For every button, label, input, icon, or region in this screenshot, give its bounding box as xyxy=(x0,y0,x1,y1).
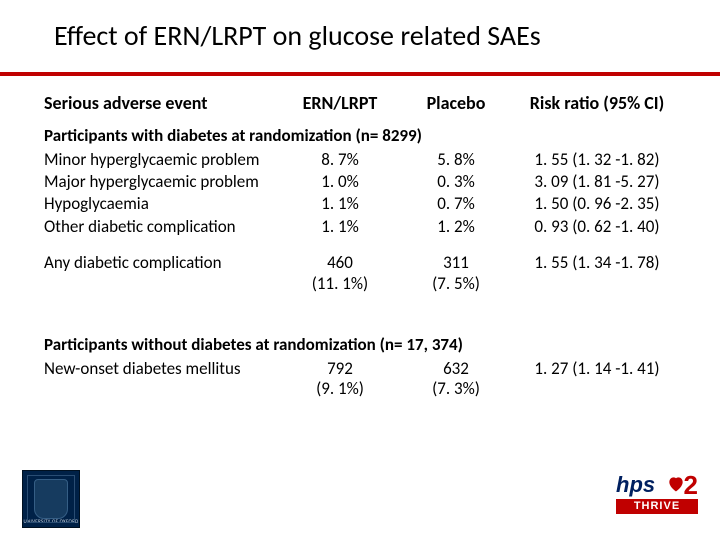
table-row: Minor hyperglycaemic problem 8. 7% 5. 8%… xyxy=(44,150,676,170)
summary-placebo-pct: (7. 5%) xyxy=(432,274,480,294)
thrive-logo: hps 2 THRIVE xyxy=(616,472,698,528)
col-header-placebo: Placebo xyxy=(406,93,506,115)
table-header-row: Serious adverse event ERN/LRPT Placebo R… xyxy=(44,93,676,115)
row-label: Other diabetic complication xyxy=(44,217,274,237)
summary-row: Any diabetic complication 460 (11. 1%) 3… xyxy=(44,253,676,294)
col-header-event: Serious adverse event xyxy=(44,93,274,115)
summary-placebo: 311 (7. 5%) xyxy=(406,253,506,294)
col-header-ern: ERN/LRPT xyxy=(290,93,390,115)
slide-title: Effect of ERN/LRPT on glucose related SA… xyxy=(54,18,676,53)
row-ern-pct: (9. 1%) xyxy=(316,379,364,399)
summary-placebo-n: 311 xyxy=(443,253,469,273)
thrive-two-text: 2 xyxy=(684,470,698,501)
row-label: Minor hyperglycaemic problem xyxy=(44,150,274,170)
col-header-rr: Risk ratio (95% CI) xyxy=(522,93,672,115)
summary-ern: 460 (11. 1%) xyxy=(290,253,390,294)
spacer xyxy=(44,239,676,253)
oxford-logo-text: UNIVERSITY OF OXFORD xyxy=(23,519,79,525)
row-label: Major hyperglycaemic problem xyxy=(44,172,274,192)
table-row: Major hyperglycaemic problem 1. 0% 0. 3%… xyxy=(44,172,676,192)
oxford-crest-icon xyxy=(34,479,68,519)
row-ern: 8. 7% xyxy=(290,150,390,170)
table-row: New-onset diabetes mellitus 792 (9. 1%) … xyxy=(44,359,676,400)
row-label: New-onset diabetes mellitus xyxy=(44,359,274,400)
summary-label: Any diabetic complication xyxy=(44,253,274,294)
row-rr: 1. 55 (1. 32 -1. 82) xyxy=(522,150,672,170)
row-placebo-pct: (7. 3%) xyxy=(432,379,480,399)
row-placebo-stack: 632 (7. 3%) xyxy=(406,359,506,400)
section2-title: Participants without diabetes at randomi… xyxy=(44,334,676,355)
row-ern: 1. 0% xyxy=(290,172,390,192)
row-ern: 1. 1% xyxy=(290,217,390,237)
row-placebo: 5. 8% xyxy=(406,150,506,170)
slide: Effect of ERN/LRPT on glucose related SA… xyxy=(0,0,720,540)
summary-ern-n: 460 xyxy=(327,253,353,273)
row-ern-n: 792 xyxy=(327,359,353,379)
section1-title: Participants with diabetes at randomizat… xyxy=(44,125,676,146)
divider-line xyxy=(0,72,720,76)
thrive-bar-text: THRIVE xyxy=(616,499,698,514)
row-placebo: 1. 2% xyxy=(406,217,506,237)
row-placebo: 0. 3% xyxy=(406,172,506,192)
row-rr: 3. 09 (1. 81 -5. 27) xyxy=(522,172,672,192)
row-rr: 1. 50 (0. 96 -2. 35) xyxy=(522,194,672,214)
row-label: Hypoglycaemia xyxy=(44,194,274,214)
table-row: Other diabetic complication 1. 1% 1. 2% … xyxy=(44,217,676,237)
thrive-hps-text: hps xyxy=(616,472,655,498)
table-row: Hypoglycaemia 1. 1% 0. 7% 1. 50 (0. 96 -… xyxy=(44,194,676,214)
spacer xyxy=(44,310,676,324)
row-placebo: 0. 7% xyxy=(406,194,506,214)
row-ern: 1. 1% xyxy=(290,194,390,214)
oxford-logo: UNIVERSITY OF OXFORD xyxy=(22,470,80,528)
content-area: Serious adverse event ERN/LRPT Placebo R… xyxy=(44,93,676,400)
footer: UNIVERSITY OF OXFORD hps 2 THRIVE xyxy=(22,470,698,528)
summary-ern-pct: (11. 1%) xyxy=(312,274,368,294)
summary-rr: 1. 55 (1. 34 -1. 78) xyxy=(522,253,672,294)
row-rr: 0. 93 (0. 62 -1. 40) xyxy=(522,217,672,237)
row-ern-stack: 792 (9. 1%) xyxy=(290,359,390,400)
spacer xyxy=(44,296,676,310)
row-placebo-n: 632 xyxy=(443,359,469,379)
row-rr: 1. 27 (1. 14 -1. 41) xyxy=(522,359,672,400)
